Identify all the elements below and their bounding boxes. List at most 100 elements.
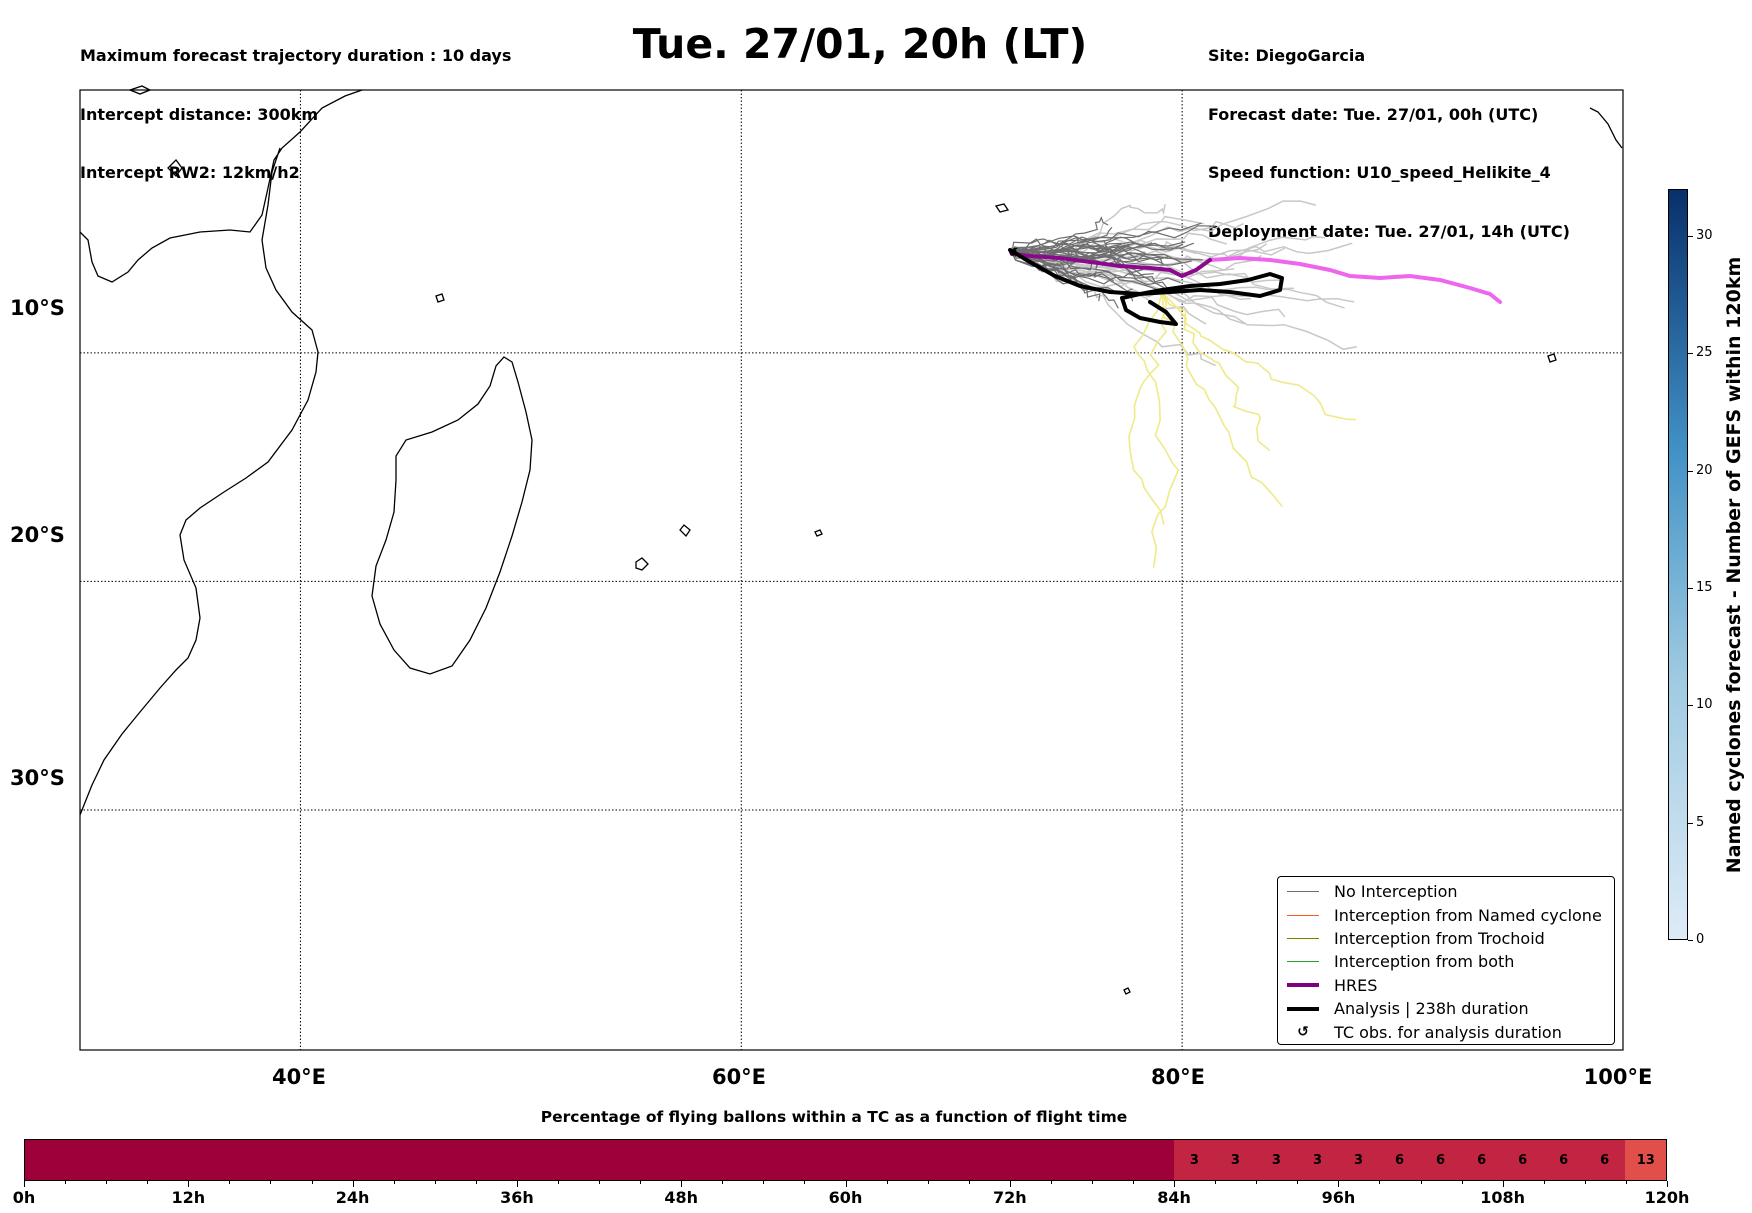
lon-label-100e: 100°E <box>1583 1065 1653 1089</box>
info-line-duration: Maximum forecast trajectory duration : 1… <box>80 46 512 65</box>
legend-swatch <box>1286 914 1320 916</box>
time-axis-label: 120h <box>1644 1188 1690 1207</box>
time-axis-tick <box>434 1181 436 1184</box>
time-axis-tick <box>681 1181 683 1187</box>
time-bar: 3 3 3 3 3 6 6 6 6 6 6 13 <box>24 1139 1667 1181</box>
analysis-trajectory <box>1008 248 1284 326</box>
time-axis-tick <box>1461 1181 1463 1184</box>
yellow-trajectory <box>1161 291 1270 451</box>
time-axis-tick <box>1133 1181 1135 1184</box>
madagascar-coast <box>371 356 533 675</box>
island-comoros <box>167 159 183 177</box>
yellow-trajectory <box>1161 291 1283 507</box>
legend-line-hres <box>1287 983 1319 988</box>
time-bar-cell: 3 <box>1214 1140 1256 1180</box>
time-axis-tick <box>640 1181 642 1184</box>
trajectories-yellow <box>1128 291 1356 568</box>
time-axis-tick <box>1174 1181 1176 1187</box>
island-seychelles <box>435 293 445 303</box>
sumatra-coast <box>1589 107 1623 149</box>
legend-label: Interception from Trochoid <box>1334 928 1545 948</box>
time-bar-cell <box>271 1140 313 1180</box>
lat-label-20s: 20°S <box>10 523 65 547</box>
time-bar-cell <box>189 1140 231 1180</box>
colorbar-tickmark <box>1688 470 1693 472</box>
time-axis-tick <box>24 1181 25 1187</box>
time-axis-tick <box>1379 1181 1381 1184</box>
colorbar-tickmark <box>1688 705 1693 707</box>
colorbar-tick-label: 20 <box>1696 462 1713 478</box>
page-title: Tue. 27/01, 20h (LT) <box>632 20 1088 68</box>
forecast-parameters: Maximum forecast trajectory duration : 1… <box>80 7 511 202</box>
colorbar-tickmark <box>1688 822 1693 824</box>
time-axis-tick <box>722 1181 724 1184</box>
legend-swatch <box>1286 1006 1320 1011</box>
info-line-intercept-rw2: Intercept RW2: 12km/h2 <box>80 163 300 182</box>
legend-line-trochoid <box>1287 937 1319 939</box>
no-interception-trajectory <box>1011 251 1171 292</box>
time-bar-cell <box>353 1140 395 1180</box>
colorbar-tick-label: 15 <box>1696 579 1713 595</box>
legend-swatch <box>1286 961 1320 963</box>
legend-label: Analysis | 238h duration <box>1334 999 1529 1019</box>
legend-line-both <box>1287 961 1319 963</box>
time-axis-tick <box>147 1181 149 1184</box>
legend-item-tc-obs: ↺ TC obs. for analysis duration <box>1278 1020 1614 1043</box>
time-bar-cell <box>312 1140 354 1180</box>
legend-item-both: Interception from both <box>1278 950 1614 973</box>
no-interception-trajectory <box>1011 247 1114 282</box>
legend-line-no-interception <box>1287 891 1319 893</box>
legend-line-analysis <box>1287 1006 1319 1011</box>
time-bar-cell <box>517 1140 559 1180</box>
time-bar-cell <box>1009 1140 1051 1180</box>
time-axis-tick <box>270 1181 272 1184</box>
time-bar-cell <box>845 1140 887 1180</box>
lon-label-60e: 60°E <box>711 1065 767 1089</box>
time-axis-tick <box>65 1181 67 1184</box>
island-rodrigues <box>814 529 823 537</box>
time-bar-cell <box>435 1140 477 1180</box>
island-mauritius <box>679 524 691 538</box>
time-axis-label: 24h <box>335 1188 370 1207</box>
time-axis-tick <box>1420 1181 1422 1184</box>
time-axis-label: 72h <box>992 1188 1027 1207</box>
legend-label: Interception from Named cyclone <box>1334 905 1602 925</box>
colorbar-tickmark <box>1688 940 1693 941</box>
time-axis-tick <box>1050 1181 1052 1184</box>
time-bar-cell <box>968 1140 1010 1180</box>
time-bar-cell: 3 <box>1338 1140 1380 1180</box>
time-bar-cell <box>927 1140 969 1180</box>
lat-label-10s: 10°S <box>10 296 65 320</box>
colorbar-tickmark <box>1688 353 1693 355</box>
time-bar-cell <box>804 1140 846 1180</box>
yellow-trajectory <box>1161 291 1356 421</box>
time-bar-cell <box>681 1140 723 1180</box>
info-line-deployment-date: Deployment date: Tue. 27/01, 14h (UTC) <box>1208 221 1570 241</box>
info-line-intercept-distance: Intercept distance: 300km <box>80 104 319 124</box>
time-axis-tick <box>1215 1181 1217 1184</box>
time-bar-cell <box>1050 1140 1092 1180</box>
time-bar-title: Percentage of flying ballons within a TC… <box>540 1108 1128 1126</box>
legend-label: No Interception <box>1334 882 1458 902</box>
time-axis-tick <box>845 1181 847 1187</box>
legend-item-analysis: Analysis | 238h duration <box>1278 997 1614 1020</box>
time-bar-cell <box>763 1140 805 1180</box>
time-axis-tick <box>1625 1181 1627 1184</box>
time-bar-cell <box>394 1140 436 1180</box>
time-axis-label: 60h <box>828 1188 863 1207</box>
colorbar-tick-label: 25 <box>1696 345 1713 361</box>
island-cocos <box>1547 353 1557 363</box>
time-axis-tick <box>927 1181 929 1184</box>
time-bar-cell <box>558 1140 600 1180</box>
island-reunion <box>635 557 649 571</box>
light-trajectory <box>1041 259 1235 289</box>
map-legend: No Interception Interception from Named … <box>1277 876 1615 1045</box>
time-bar-cell <box>886 1140 928 1180</box>
legend-swatch <box>1286 891 1320 893</box>
time-axis-tick <box>1009 1181 1011 1187</box>
time-axis-tick <box>1091 1181 1093 1184</box>
island-amsterdam <box>1123 987 1131 995</box>
time-bar-cell: 6 <box>1379 1140 1421 1180</box>
cyclone-colorbar <box>1668 189 1688 940</box>
